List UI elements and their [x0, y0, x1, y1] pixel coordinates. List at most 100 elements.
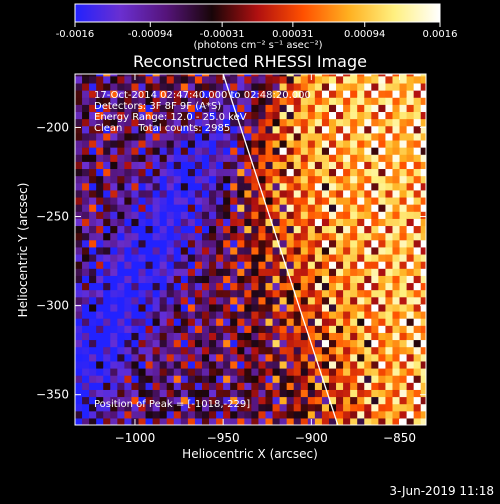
heatmap-pixel: [201, 310, 210, 319]
heatmap-pixel: [103, 403, 111, 412]
heatmap-pixel: [194, 339, 203, 348]
heatmap-pixel: [385, 189, 394, 198]
heatmap-pixel: [131, 403, 140, 412]
heatmap-pixel: [265, 204, 274, 212]
heatmap-pixel: [209, 196, 217, 205]
heatmap-pixel: [173, 196, 182, 205]
heatmap-pixel: [187, 303, 196, 312]
heatmap-pixel: [89, 139, 97, 148]
heatmap-pixel: [110, 97, 118, 105]
heatmap-pixel: [216, 211, 224, 219]
heatmap-pixel: [293, 360, 302, 369]
heatmap-pixel: [413, 239, 422, 248]
heatmap-pixel: [378, 403, 387, 412]
heatmap-pixel: [152, 367, 161, 376]
heatmap-pixel: [314, 296, 323, 305]
heatmap-pixel: [138, 104, 147, 113]
heatmap-pixel: [336, 147, 344, 155]
heatmap-pixel: [336, 282, 344, 291]
heatmap-pixel: [187, 182, 196, 191]
heatmap-pixel: [336, 132, 344, 141]
heatmap-pixel: [328, 90, 337, 98]
heatmap-pixel: [194, 111, 203, 120]
heatmap-pixel: [131, 268, 140, 276]
heatmap-pixel: [138, 168, 147, 177]
heatmap-pixel: [357, 232, 365, 241]
heatmap-pixel: [343, 132, 351, 141]
heatmap-pixel: [336, 382, 344, 390]
heatmap-pixel: [314, 225, 323, 234]
heatmap-pixel: [371, 74, 379, 77]
heatmap-pixel: [180, 310, 189, 319]
heatmap-pixel: [82, 182, 90, 191]
heatmap-pixel: [96, 132, 104, 141]
heatmap-pixel: [392, 218, 401, 227]
heatmap-pixel: [230, 417, 238, 425]
heatmap-pixel: [378, 360, 387, 369]
heatmap-pixel: [216, 147, 224, 155]
heatmap-pixel: [321, 282, 330, 291]
heatmap-pixel: [159, 82, 168, 91]
heatmap-pixel: [124, 318, 133, 326]
heatmap-pixel: [293, 161, 302, 170]
heatmap-pixel: [209, 75, 217, 84]
heatmap-pixel: [209, 175, 217, 184]
y-axis-label: Heliocentric Y (arcsec): [16, 183, 30, 318]
heatmap-pixel: [244, 396, 252, 405]
heatmap-pixel: [378, 375, 387, 383]
heatmap-pixel: [413, 367, 422, 376]
heatmap-pixel: [258, 118, 267, 127]
heatmap-pixel: [413, 97, 422, 105]
heatmap-pixel: [96, 282, 104, 291]
heatmap-pixel: [187, 139, 196, 148]
heatmap-pixel: [251, 75, 260, 84]
heatmap-pixel: [413, 417, 422, 425]
heatmap-pixel: [251, 396, 260, 405]
heatmap-pixel: [223, 239, 231, 248]
heatmap-pixel: [272, 403, 281, 412]
heatmap-pixel: [82, 396, 90, 405]
heatmap-pixel: [187, 289, 196, 298]
heatmap-pixel: [413, 75, 422, 84]
heatmap-pixel: [392, 410, 401, 419]
heatmap-pixel: [399, 296, 408, 305]
heatmap-pixel: [413, 74, 422, 77]
heatmap-pixel: [237, 218, 245, 227]
heatmap-pixel: [173, 189, 182, 198]
heatmap-pixel: [96, 396, 104, 405]
y-tick-label: −350: [36, 388, 69, 402]
heatmap-pixel: [152, 325, 161, 333]
heatmap-pixel: [152, 189, 161, 198]
heatmap-pixel: [328, 296, 337, 305]
heatmap-pixel: [138, 196, 147, 205]
heatmap-pixel: [216, 382, 224, 390]
heatmap-pixel: [336, 204, 344, 212]
heatmap-pixel: [357, 339, 365, 348]
heatmap-pixel: [145, 225, 154, 234]
heatmap-pixel: [145, 268, 154, 276]
heatmap-pixel: [138, 346, 147, 355]
heatmap-pixel: [272, 367, 281, 376]
heatmap-pixel: [173, 275, 182, 284]
heatmap-pixel: [300, 211, 309, 219]
heatmap-pixel: [82, 111, 90, 120]
heatmap-pixel: [131, 303, 140, 312]
heatmap-pixel: [110, 225, 118, 234]
heatmap-pixel: [75, 97, 83, 105]
heatmap-pixel: [279, 75, 288, 84]
heatmap-pixel: [89, 225, 97, 234]
heatmap-pixel: [145, 303, 154, 312]
heatmap-pixel: [350, 417, 358, 425]
heatmap-pixel: [392, 318, 401, 326]
heatmap-pixel: [321, 246, 330, 255]
heatmap-pixel: [230, 182, 238, 191]
heatmap-pixel: [237, 196, 245, 205]
heatmap-pixel: [173, 82, 182, 91]
heatmap-pixel: [399, 232, 408, 241]
heatmap-pixel: [350, 132, 358, 141]
heatmap-pixel: [194, 175, 203, 184]
heatmap-pixel: [265, 332, 274, 341]
heatmap-pixel: [293, 211, 302, 219]
heatmap-pixel: [216, 218, 224, 227]
heatmap-pixel: [385, 325, 394, 333]
